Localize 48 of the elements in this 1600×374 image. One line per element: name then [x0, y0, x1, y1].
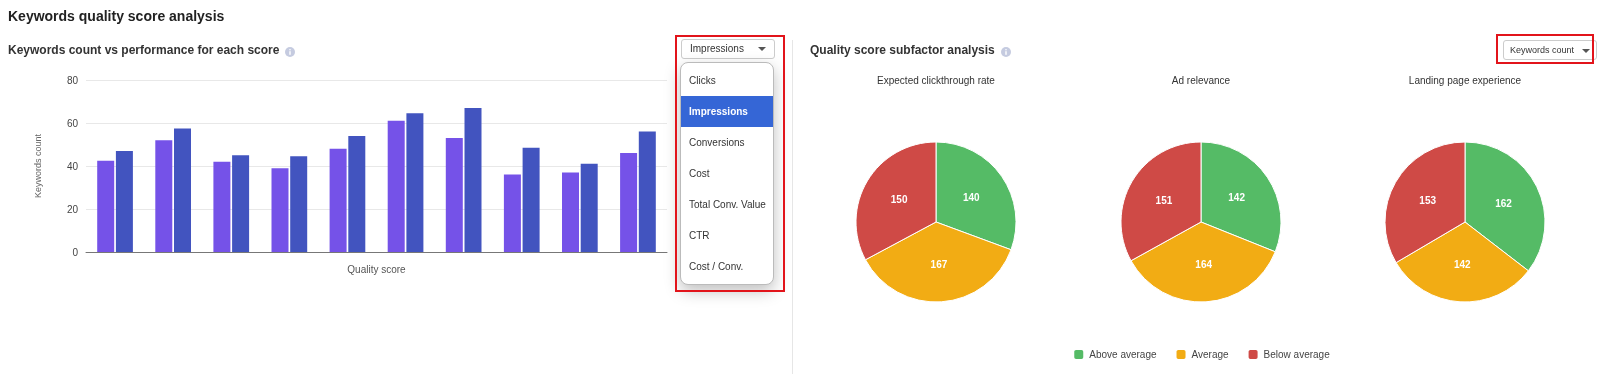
bar — [562, 172, 579, 252]
bar — [155, 140, 173, 252]
y-tick-label: 60 — [66, 117, 79, 129]
bar — [580, 163, 598, 252]
bar — [348, 135, 366, 252]
dropdown: Impressions — [681, 39, 775, 59]
chart-title: Ad relevance — [1171, 74, 1231, 86]
y-tick-label: 80 — [66, 74, 79, 86]
chart-title: Expected clickthrough rate — [877, 74, 996, 86]
legend-label: Below average — [1263, 349, 1331, 360]
chart-title: Keywords count vs performance for each score — [8, 43, 281, 57]
data-label: 140 — [962, 191, 981, 203]
bar — [638, 131, 656, 252]
data-label: 164 — [1195, 259, 1213, 271]
y-tick-label: 20 — [66, 203, 79, 215]
dropdown: Keywords count — [1503, 40, 1598, 60]
data-label: 150 — [890, 194, 908, 206]
bar — [387, 120, 405, 252]
text: Quality score subfactor analysis — [810, 43, 996, 57]
bar — [406, 113, 424, 252]
bar — [445, 138, 463, 252]
bar — [522, 147, 540, 252]
text: Keywords quality score analysis — [8, 8, 225, 24]
bar — [271, 168, 289, 252]
y-axis-title: Keywords count — [32, 133, 43, 199]
data-label: 142 — [1228, 192, 1246, 204]
bar — [290, 156, 308, 252]
data-label: 162 — [1495, 197, 1513, 209]
dropdown-menu: Clicks Impressions Conversions Cost Total Conv. Value CTR Cost / Conv. — [680, 62, 774, 285]
bar — [97, 160, 115, 252]
legend-label: Above average — [1089, 349, 1157, 360]
bar — [115, 150, 133, 252]
bar — [213, 161, 231, 252]
data-label: 142 — [1454, 259, 1472, 271]
legend-label: Average — [1191, 349, 1230, 360]
y-tick-label: 40 — [66, 160, 79, 172]
bar — [503, 174, 521, 252]
bar — [232, 155, 250, 252]
bar — [174, 128, 191, 252]
x-axis-title: Quality score — [347, 264, 407, 276]
bar — [620, 153, 638, 252]
y-tick-label: 0 — [72, 246, 79, 258]
chart-title: Landing page experience — [1408, 74, 1522, 86]
data-label: 151 — [1155, 194, 1173, 206]
data-label: 167 — [930, 259, 948, 271]
data-label: 153 — [1419, 195, 1437, 207]
bar — [464, 107, 482, 252]
bar — [329, 148, 347, 252]
